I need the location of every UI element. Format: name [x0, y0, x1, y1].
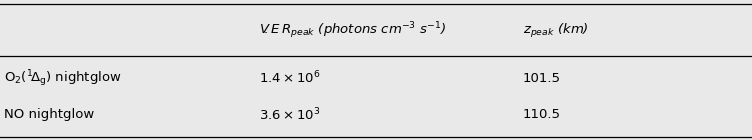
- Text: 110.5: 110.5: [523, 108, 561, 121]
- Text: 101.5: 101.5: [523, 72, 561, 85]
- Text: $V\!\!.E\!\!.R_{\mathit{peak}}$ (photons cm$^{-3}$ s$^{-1}$): $V\!\!.E\!\!.R_{\mathit{peak}}$ (photons…: [259, 20, 447, 41]
- Text: $3.6 \times 10^3$: $3.6 \times 10^3$: [259, 107, 321, 123]
- Text: $1.4 \times 10^6$: $1.4 \times 10^6$: [259, 70, 321, 87]
- Text: $z_{\mathit{peak}}$ (km): $z_{\mathit{peak}}$ (km): [523, 22, 588, 40]
- Text: NO nightglow: NO nightglow: [4, 108, 94, 121]
- Text: O$_2$($^1\!\Delta_\mathrm{g}$) nightglow: O$_2$($^1\!\Delta_\mathrm{g}$) nightglow: [4, 68, 121, 89]
